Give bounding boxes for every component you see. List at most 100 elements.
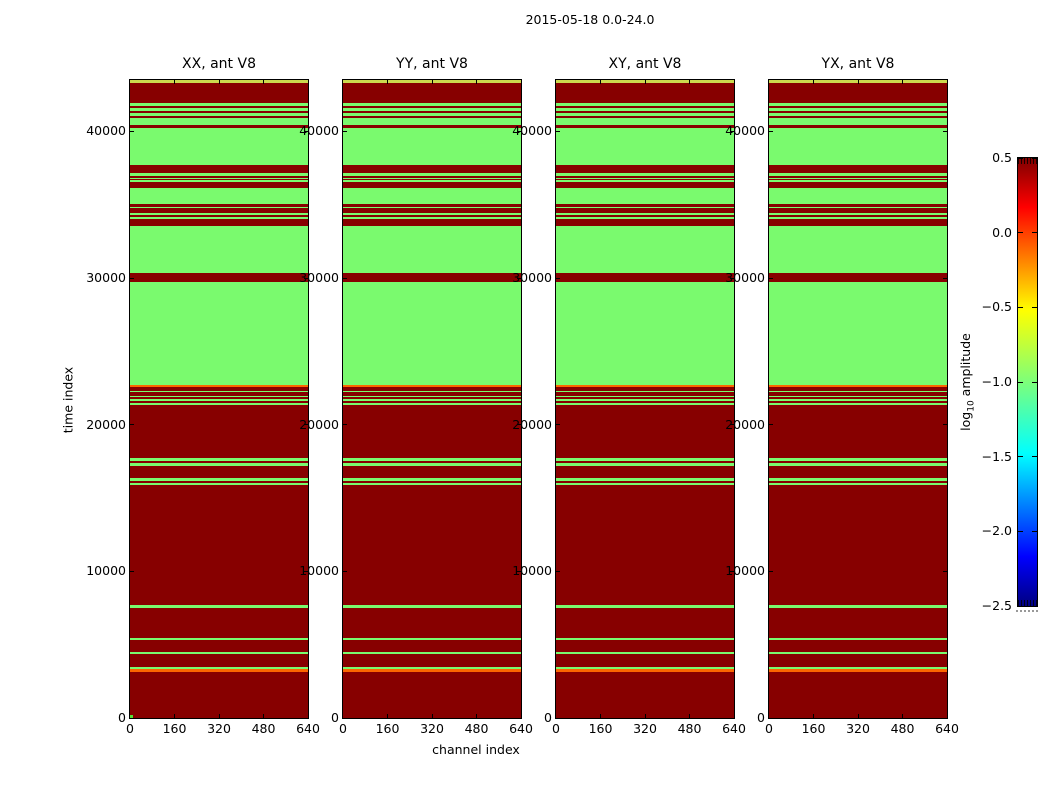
heatmap-band-lo: [343, 108, 521, 111]
heatmap-band-lo: [556, 108, 734, 111]
heatmap-band-hi: [130, 204, 308, 207]
heatmap-band-hi: [343, 465, 521, 479]
heatmap-band-mid: [556, 669, 734, 673]
heatmap-band-hi: [130, 460, 308, 464]
heatmap-band-hi: [769, 110, 947, 113]
y-tick-label: 40000: [512, 123, 552, 139]
heatmap-band-hi: [130, 485, 308, 606]
heatmap-band-lo: [769, 651, 947, 655]
x-tick-label: 320: [420, 721, 444, 736]
heatmap-band-hi: [769, 465, 947, 479]
y-tick-mark: [730, 277, 734, 279]
heatmap-band-hi: [130, 480, 308, 484]
x-tick-label: 0: [765, 721, 773, 736]
heatmap-panel-xy: [555, 79, 735, 719]
heatmap-band-hi: [556, 405, 734, 458]
colorbar-tick-label: −2.5: [981, 597, 1012, 613]
y-tick-label: 20000: [299, 416, 339, 432]
heatmap-band-lo: [556, 457, 734, 461]
heatmap-band-lo: [130, 390, 308, 393]
heatmap-band-hi: [769, 480, 947, 484]
y-tick-label: 0: [544, 709, 552, 725]
x-tick-mark: [218, 714, 220, 718]
colorbar-label-part: amplitude: [957, 333, 973, 401]
heatmap-band-hi: [769, 208, 947, 214]
heatmap-band-hi: [343, 182, 521, 189]
heatmap-band-lo: [556, 403, 734, 405]
heatmap-band-hi: [343, 179, 521, 181]
y-tick-mark: [130, 424, 134, 426]
heatmap-band-lo: [343, 117, 521, 126]
heatmap-band-hi: [556, 387, 734, 391]
heatmap-band-hi: [130, 387, 308, 391]
heatmap-band-lo: [343, 177, 521, 179]
heatmap-band-hi: [130, 105, 308, 108]
x-tick-label: 320: [633, 721, 657, 736]
y-tick-mark: [556, 570, 560, 572]
heatmap-band-lo: [343, 180, 521, 183]
heatmap-band-lo: [769, 103, 947, 106]
heatmap-band-hi: [343, 208, 521, 214]
y-tick-label: 40000: [725, 123, 765, 139]
y-tick-mark: [517, 424, 521, 426]
heatmap-band-lo: [556, 127, 734, 166]
panel-title-yx: YX, ant V8: [821, 56, 895, 72]
y-tick-mark: [730, 130, 734, 132]
colorbar-tick-label: −1.0: [981, 373, 1012, 389]
colorbar-tick-label: −1.5: [981, 448, 1012, 464]
y-tick-mark: [304, 277, 308, 279]
y-tick-label: 10000: [725, 563, 765, 579]
heatmap-band-lo: [130, 216, 308, 220]
heatmap-band-hi: [769, 179, 947, 181]
y-tick-mark: [304, 130, 308, 132]
heatmap-band-hi: [769, 397, 947, 400]
heatmap-band-hi: [769, 460, 947, 464]
heatmap-band-hi: [343, 640, 521, 652]
heatmap-band-hi: [130, 392, 308, 397]
heatmap-band-mid: [769, 385, 947, 388]
y-tick-label: 30000: [725, 269, 765, 285]
heatmap-band-hi: [343, 204, 521, 207]
heatmap-band-hi: [343, 125, 521, 128]
heatmap-band-lo: [130, 399, 308, 401]
colorbar-tick-mark: [1018, 530, 1023, 532]
heatmap-band-lo: [556, 463, 734, 466]
heatmap-band-hi: [556, 672, 734, 718]
heatmap-band-lo: [769, 188, 947, 205]
heatmap-band-hi: [769, 204, 947, 207]
heatmap-band-lo: [343, 457, 521, 461]
panel-title-xx: XX, ant V8: [182, 56, 256, 72]
y-tick-mark: [943, 570, 947, 572]
colorbar-underflow-dots: [1016, 610, 1038, 612]
x-tick-label: 480: [464, 721, 489, 736]
colorbar-tick-mark: [1032, 456, 1037, 458]
x-tick-label: 640: [509, 721, 533, 736]
heatmap-band-lo: [343, 226, 521, 273]
heatmap-band-hi: [343, 387, 521, 391]
heatmap-band-lo: [130, 207, 308, 209]
heatmap-band-hi: [556, 219, 734, 227]
x-tick-label: 0: [339, 721, 347, 736]
heatmap-band-lo: [769, 638, 947, 641]
heatmap-band-lo: [130, 281, 308, 386]
y-tick-label: 40000: [299, 123, 339, 139]
heatmap-band-hi: [130, 607, 308, 639]
heatmap-band-hi: [556, 215, 734, 217]
heatmap-band-lo: [769, 180, 947, 183]
heatmap-band-lo: [343, 172, 521, 177]
y-tick-mark: [130, 277, 134, 279]
heatmap-band-lo: [769, 390, 947, 393]
heatmap-band-lo: [769, 605, 947, 608]
heatmap-panel-yy: [342, 79, 522, 719]
y-tick-label: 0: [757, 709, 765, 725]
x-tick-mark: [813, 80, 814, 84]
x-tick-label: 640: [722, 721, 746, 736]
heatmap-band-hi: [556, 607, 734, 639]
x-tick-mark: [476, 714, 477, 718]
heatmap-band-hi: [130, 176, 308, 178]
heatmap-band-hi: [769, 640, 947, 652]
y-tick-mark: [730, 570, 734, 572]
heatmap-band-lo: [130, 117, 308, 126]
colorbar-bottom-hatch: [1018, 600, 1037, 606]
heatmap-band-hi: [343, 165, 521, 173]
